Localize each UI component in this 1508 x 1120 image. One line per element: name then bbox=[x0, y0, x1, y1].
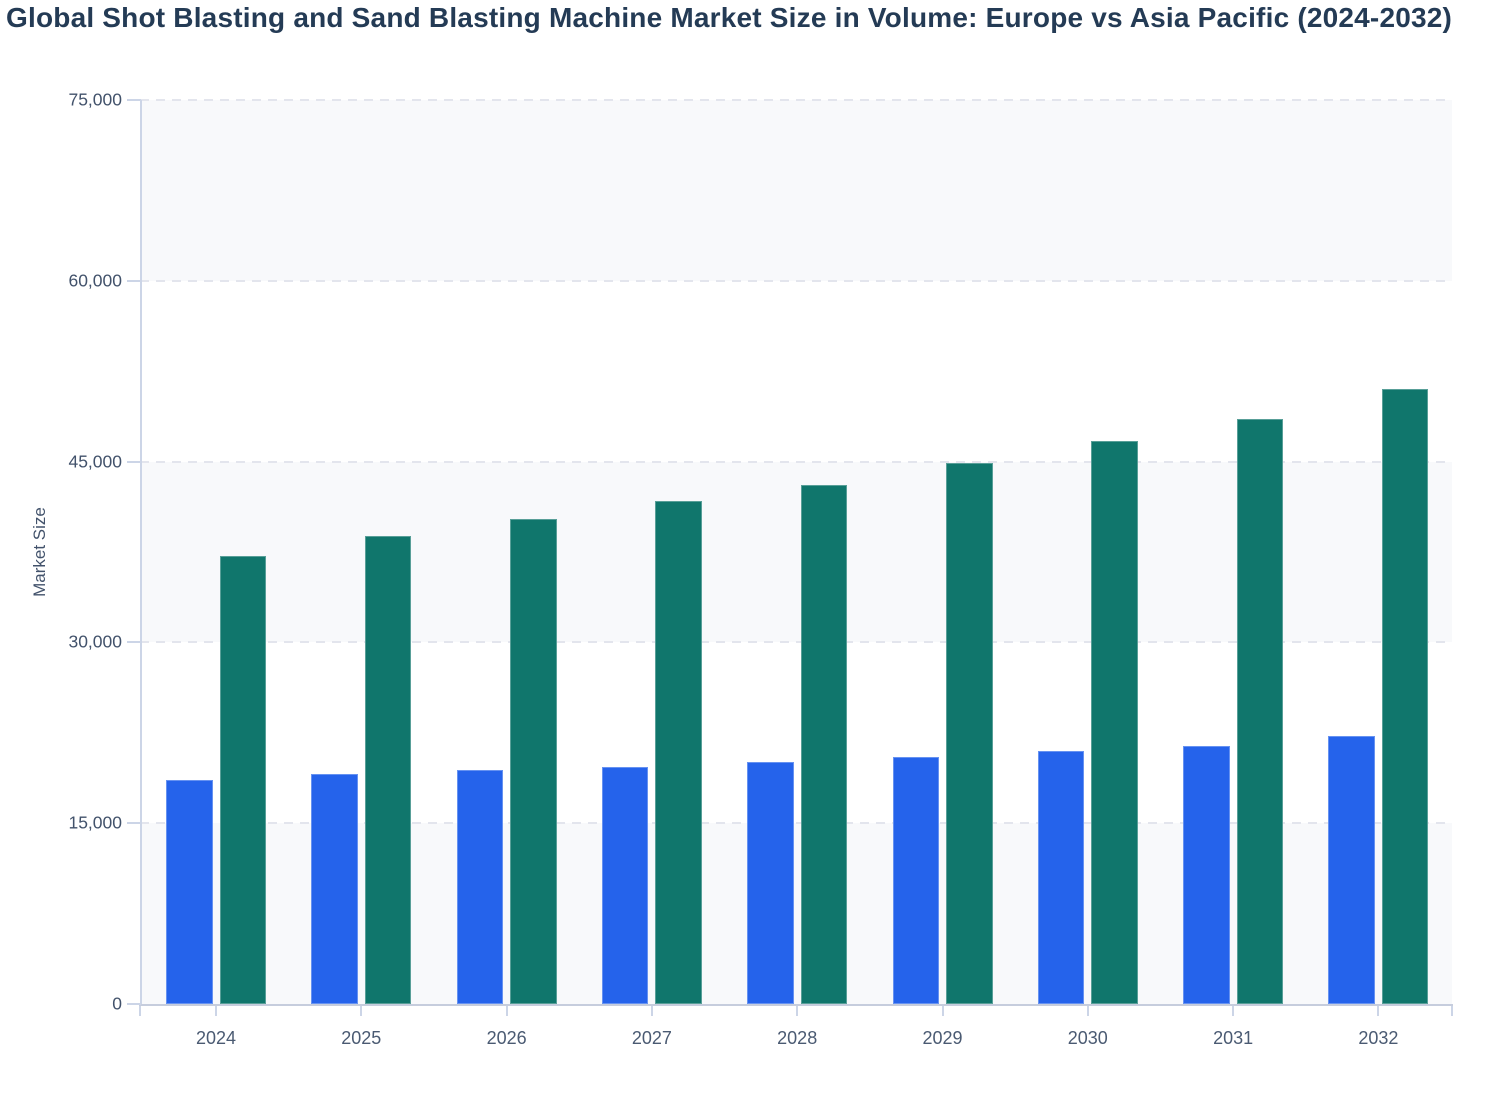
x-tick bbox=[1377, 1006, 1380, 1016]
bar-europe-2030[interactable] bbox=[1037, 750, 1085, 1004]
bar-europe-2025[interactable] bbox=[311, 773, 358, 1004]
bar-europe-2029[interactable] bbox=[892, 756, 939, 1004]
axis-edge-tick bbox=[139, 1006, 141, 1016]
bar-asia-pacific-2032[interactable] bbox=[1381, 389, 1429, 1004]
x-tick-label-2030: 2030 bbox=[1067, 1028, 1108, 1048]
plot-area bbox=[140, 99, 1452, 1004]
y-axis-title: Market Size bbox=[30, 507, 49, 597]
plot-band bbox=[140, 100, 1452, 281]
x-axis-line bbox=[139, 1004, 1453, 1006]
x-tick-label-2028: 2028 bbox=[777, 1028, 818, 1048]
x-tick-label-2024: 2024 bbox=[195, 1028, 237, 1048]
x-tick-label-2029: 2029 bbox=[922, 1028, 963, 1048]
y-tick-label: 15,000 bbox=[68, 812, 122, 833]
bar-europe-2024[interactable] bbox=[166, 779, 213, 1004]
plot-band bbox=[140, 823, 1452, 1004]
y-tick-label: 75,000 bbox=[68, 89, 122, 110]
y-axis-line bbox=[140, 100, 142, 1006]
bar-asia-pacific-2030[interactable] bbox=[1091, 441, 1138, 1004]
gridline-30000 bbox=[140, 641, 1452, 644]
y-tick bbox=[127, 279, 141, 282]
gridline-45000 bbox=[140, 460, 1452, 463]
y-tick bbox=[127, 99, 141, 101]
x-tick-label-2032: 2032 bbox=[1358, 1028, 1399, 1048]
bar-europe-2026[interactable] bbox=[456, 770, 504, 1004]
gridline-60000 bbox=[140, 279, 1452, 282]
bar-europe-2027[interactable] bbox=[601, 766, 649, 1004]
bar-asia-pacific-2028[interactable] bbox=[800, 484, 848, 1004]
x-tick-label-2026: 2026 bbox=[486, 1028, 527, 1048]
plot-band bbox=[140, 642, 1452, 824]
x-tick bbox=[360, 1006, 363, 1016]
bar-europe-2032[interactable] bbox=[1328, 736, 1375, 1004]
x-tick-label-2027: 2027 bbox=[631, 1028, 672, 1048]
y-tick-label: 0 bbox=[112, 993, 122, 1014]
y-tick bbox=[127, 460, 141, 463]
x-tick bbox=[1086, 1006, 1089, 1016]
x-tick bbox=[941, 1006, 944, 1016]
x-tick-label-2031: 2031 bbox=[1213, 1028, 1254, 1048]
x-tick bbox=[650, 1006, 653, 1016]
y-tick-label: 30,000 bbox=[68, 631, 122, 652]
bar-asia-pacific-2024[interactable] bbox=[219, 555, 266, 1004]
bar-asia-pacific-2031[interactable] bbox=[1236, 419, 1284, 1004]
y-tick bbox=[127, 1003, 141, 1005]
y-tick-label: 45,000 bbox=[68, 451, 122, 472]
y-tick bbox=[127, 822, 141, 825]
y-tick-label: 60,000 bbox=[68, 270, 122, 291]
x-tick bbox=[505, 1006, 508, 1016]
bar-asia-pacific-2026[interactable] bbox=[510, 519, 557, 1004]
bar-asia-pacific-2025[interactable] bbox=[364, 536, 412, 1004]
bar-asia-pacific-2027[interactable] bbox=[655, 501, 702, 1004]
gridline-15000 bbox=[140, 822, 1452, 825]
gridline-75000 bbox=[140, 99, 1452, 101]
chart-title: Global Shot Blasting and Sand Blasting M… bbox=[6, 2, 1453, 33]
bar-europe-2028[interactable] bbox=[747, 761, 794, 1004]
x-tick bbox=[796, 1006, 799, 1016]
x-tick bbox=[215, 1006, 217, 1016]
plot-band bbox=[140, 461, 1452, 643]
plot-band bbox=[140, 280, 1452, 462]
bar-europe-2031[interactable] bbox=[1183, 746, 1230, 1004]
x-tick bbox=[1232, 1006, 1235, 1016]
x-tick-label-2025: 2025 bbox=[341, 1028, 382, 1048]
axis-edge-tick bbox=[1451, 1006, 1453, 1016]
y-tick bbox=[127, 641, 141, 644]
bar-asia-pacific-2029[interactable] bbox=[946, 462, 993, 1004]
